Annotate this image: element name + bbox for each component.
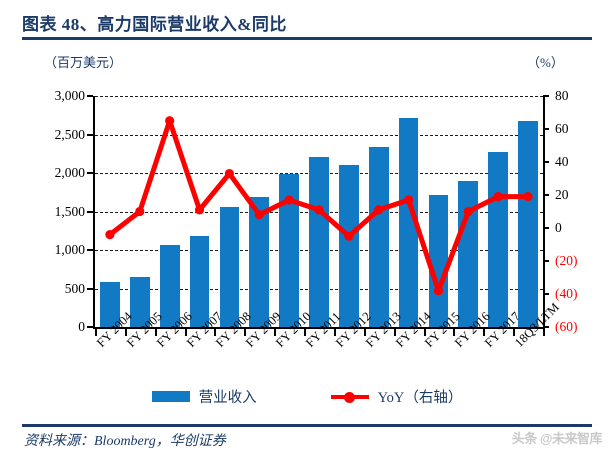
legend-label-yoy: YoY（右轴）: [377, 390, 463, 406]
right-axis-tick-label: (60): [555, 319, 578, 334]
right-axis-tick: [543, 293, 549, 295]
bar: [339, 164, 359, 327]
line-marker: [105, 230, 115, 240]
x-axis-tick: [244, 329, 247, 336]
left-axis-tick: [87, 133, 93, 136]
bar: [100, 281, 120, 327]
bar: [249, 196, 270, 327]
x-axis-tick: [453, 329, 456, 336]
left-axis-tick-label: 1,500: [54, 203, 85, 219]
x-axis-line: [93, 327, 545, 329]
bar: [129, 276, 150, 327]
bar: [428, 195, 449, 327]
right-axis-tick-label: 40: [555, 154, 569, 169]
right-axis-tick-label: (40): [555, 286, 578, 301]
right-axis-tick: [543, 326, 549, 328]
line-marker: [254, 210, 264, 220]
legend-line-swatch-icon: [330, 391, 369, 403]
line-marker: [404, 195, 414, 205]
line-series-yoy: [105, 116, 533, 296]
bar: [368, 146, 389, 327]
watermark-label: 头条 @未来智库: [511, 431, 603, 446]
right-axis-tick-label: 60: [555, 121, 569, 136]
x-axis-tick: [154, 329, 157, 336]
right-axis-tick-label: 20: [555, 187, 569, 202]
line-marker: [523, 192, 533, 202]
right-axis-tick-label: 0: [555, 220, 562, 235]
x-axis-tick: [333, 329, 336, 336]
x-axis-tick: [304, 329, 307, 336]
left-axis-tick: [87, 249, 93, 251]
line-marker: [374, 205, 384, 215]
right-axis-tick: [543, 260, 549, 262]
x-axis-tick: [214, 329, 217, 336]
x-axis-tick: [184, 329, 187, 336]
chart-legend: 营业收入 YoY（右轴）: [0, 386, 614, 407]
title-divider: [22, 37, 592, 40]
line-marker: [433, 286, 444, 296]
right-axis-tick: [543, 161, 549, 163]
x-axis-tick: [363, 329, 366, 336]
left-axis-tick-label: 3,000: [54, 88, 85, 103]
right-axis-tick: [543, 128, 549, 130]
x-axis-tick: [274, 329, 277, 336]
chart-plot-area: FY 2004 FY 2005 FY 2006 FY 2007 FY 2008 FY 20…: [87, 95, 562, 350]
line-marker: [493, 192, 503, 202]
bar: [159, 245, 180, 327]
footer-divider: [22, 424, 592, 427]
bar: [518, 121, 538, 327]
line-marker: [463, 206, 473, 217]
x-axis-tick: [124, 329, 127, 336]
left-axis-line: [93, 96, 95, 329]
right-axis-tick: [543, 95, 549, 97]
bar: [189, 236, 210, 327]
left-axis-tick-label: 0: [78, 319, 85, 334]
x-axis-tick: [393, 329, 396, 336]
line-marker: [314, 205, 324, 215]
right-axis-tick-label: 80: [555, 88, 569, 103]
x-axis-tick: [423, 329, 426, 336]
left-axis-tick: [87, 172, 93, 174]
figure-title: 图表 48、高力国际营业收入&同比: [22, 15, 287, 34]
line-marker: [284, 195, 294, 205]
x-axis-tick: [95, 329, 97, 336]
x-axis-tick: [543, 329, 545, 336]
right-axis-line: [543, 96, 545, 329]
right-axis-tick-label: (20): [555, 253, 578, 268]
x-axis-tick: [513, 329, 516, 336]
x-axis-tick: [483, 329, 486, 336]
left-axis-tick: [87, 287, 93, 290]
gridline: [95, 96, 543, 97]
line-marker: [224, 168, 234, 179]
legend-item-revenue: 营业收入: [151, 386, 257, 407]
line-marker: [344, 231, 354, 241]
source-note: 资料来源：Bloomberg，华创证券: [24, 434, 226, 449]
left-axis-tick-label: 1,000: [54, 242, 85, 257]
right-axis-unit-label: （%）: [527, 55, 564, 70]
line-marker: [135, 206, 145, 217]
left-axis-tick-label: 2,000: [54, 165, 85, 180]
legend-bar-swatch-icon: [151, 391, 190, 402]
bar: [219, 206, 240, 327]
right-axis-tick: [543, 194, 549, 196]
left-axis-tick-label: 500: [64, 280, 85, 296]
line-marker: [194, 205, 205, 215]
legend-label-revenue: 营业收入: [198, 390, 257, 406]
left-axis-unit-label: （百万美元）: [44, 55, 123, 70]
left-axis-tick-label: 2,500: [54, 126, 85, 142]
left-axis-tick: [87, 210, 93, 213]
bar: [279, 174, 299, 327]
bar: [398, 117, 419, 327]
right-axis-tick: [543, 227, 549, 229]
legend-item-yoy: YoY（右轴）: [330, 386, 463, 407]
left-axis-tick: [87, 326, 93, 328]
left-axis-tick: [87, 95, 93, 97]
line-marker: [165, 116, 175, 126]
gridline: [95, 134, 543, 136]
bar: [309, 156, 329, 327]
